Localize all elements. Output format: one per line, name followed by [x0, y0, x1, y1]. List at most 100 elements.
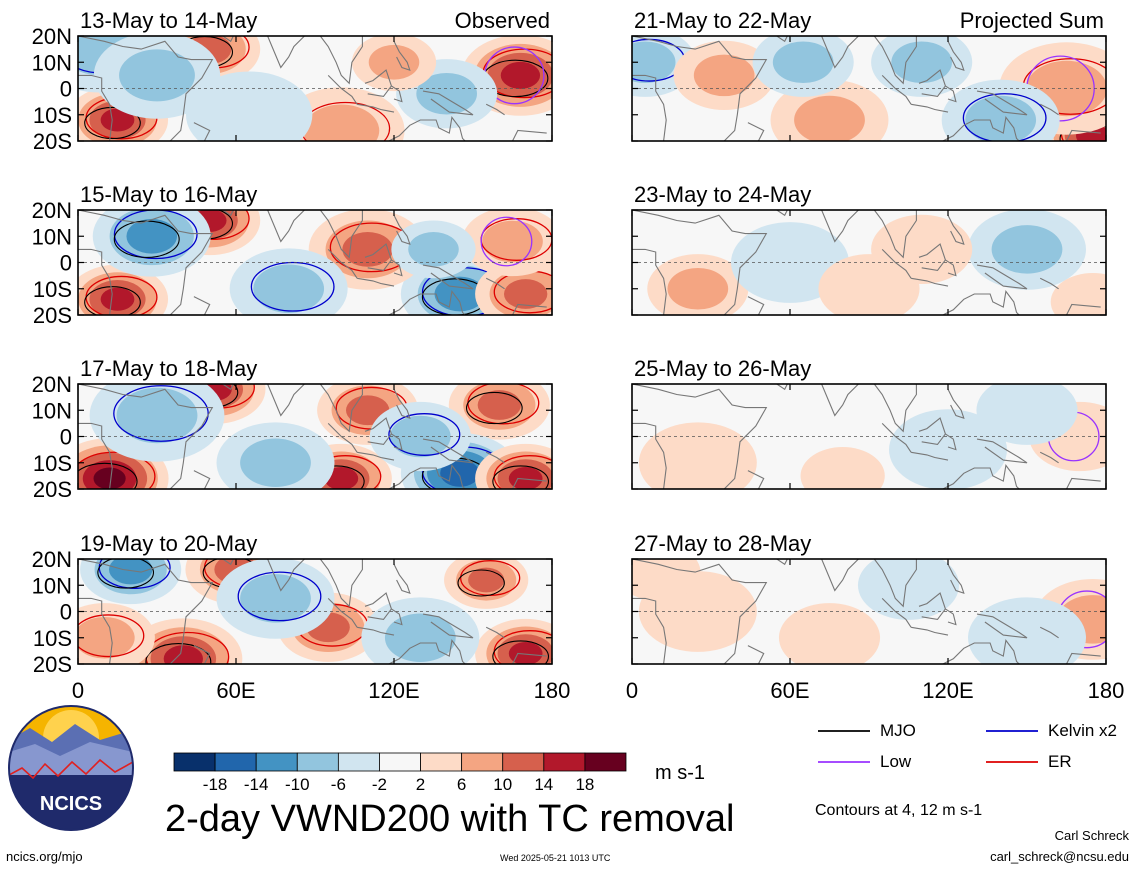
coastline — [422, 264, 474, 290]
coastline — [945, 433, 957, 451]
y-tick-label: 20N — [32, 198, 72, 223]
mjo-contour — [145, 643, 212, 664]
coastline — [393, 389, 411, 419]
coastline — [222, 36, 234, 43]
coastline — [193, 122, 211, 141]
coastline — [222, 210, 234, 217]
y-tick-label: 10S — [33, 626, 72, 651]
coastline — [485, 277, 505, 290]
coastline — [1039, 451, 1059, 464]
coastline — [947, 564, 965, 594]
coastline — [78, 74, 113, 141]
mjo-contour — [492, 465, 550, 489]
y-tick-label: 10N — [32, 224, 72, 249]
colorbar-swatch — [543, 752, 586, 772]
anomaly-blob — [1050, 273, 1106, 315]
anomaly-blob — [772, 41, 834, 84]
anomaly-blob — [116, 387, 198, 444]
coastline — [873, 559, 917, 608]
wave-contour — [250, 261, 335, 312]
anomaly-blob — [800, 447, 885, 489]
coastline — [357, 626, 395, 636]
coastlines — [78, 559, 547, 664]
anomaly-blob — [109, 559, 153, 585]
y-tick-label: 20S — [33, 652, 72, 677]
legend-label-low: Low — [880, 752, 912, 771]
coastline — [632, 559, 768, 664]
coastline — [911, 103, 949, 113]
coastline — [393, 41, 411, 71]
coastline — [941, 290, 1020, 315]
mjo-contour — [78, 462, 138, 489]
coastline — [632, 384, 768, 489]
field-layer — [638, 384, 1106, 489]
coastline — [387, 290, 466, 315]
anomaly-blob — [778, 603, 881, 664]
coastline — [918, 592, 947, 620]
anomaly-blob — [693, 54, 755, 97]
coastline — [881, 598, 912, 628]
coastline — [193, 470, 211, 489]
map-panel: 25-May to 26-May — [631, 356, 1107, 490]
anomaly-blob — [240, 574, 311, 623]
coastline — [632, 74, 667, 141]
y-tick-label: 0 — [60, 77, 72, 102]
map-panel: 27-May to 28-May 0 60E 120E 180 — [626, 531, 1124, 703]
wave-contour — [962, 93, 1047, 141]
x-tick-label: 180 — [534, 678, 571, 703]
wave-contour — [113, 210, 198, 260]
coastline — [327, 598, 358, 628]
coastline — [947, 389, 965, 419]
anomaly-blob — [889, 409, 1007, 489]
ncics-logo: NCICS — [8, 705, 134, 831]
colorbar-swatch — [255, 752, 298, 772]
coastline — [391, 85, 403, 103]
coastline — [918, 417, 947, 445]
contours-note: Contours at 4, 12 m s-1 — [815, 802, 983, 819]
colorbar-label: 2 — [416, 775, 425, 794]
footer-link: ncics.org/mjo — [6, 849, 83, 864]
coastline — [512, 303, 547, 315]
colorbar-swatch — [420, 752, 463, 772]
coastline — [747, 122, 765, 141]
x-tick-label: 60E — [770, 678, 809, 703]
wave-contour — [388, 413, 461, 456]
mjo-contour — [465, 391, 523, 425]
coastline — [78, 422, 113, 489]
anomaly-blob — [638, 422, 757, 489]
coastline — [512, 477, 547, 489]
y-tick-label: 0 — [60, 425, 72, 450]
legend-label-mjo: MJO — [880, 721, 916, 740]
coastline — [776, 384, 788, 391]
colorbar-swatch — [584, 752, 627, 772]
coastline — [805, 559, 860, 592]
anomaly-blob — [240, 438, 311, 488]
anomaly-blob — [100, 287, 135, 311]
panel-date-label: 15-May to 16-May — [80, 182, 257, 207]
coastline — [422, 438, 474, 464]
panel-date-label: 21-May to 22-May — [634, 8, 811, 33]
anomaly-blob — [976, 384, 1078, 445]
anomaly-blob — [434, 276, 486, 312]
coastline — [78, 248, 113, 315]
coastlines — [632, 36, 1101, 141]
coastline — [918, 69, 947, 97]
coastline — [387, 639, 466, 664]
coastline — [78, 36, 214, 141]
coastline — [364, 417, 393, 445]
logo-text: NCICS — [40, 793, 102, 815]
coastline — [947, 215, 965, 245]
y-tick-label: 10N — [32, 398, 72, 423]
y-tick-label: 10N — [32, 50, 72, 75]
field-layer — [78, 559, 552, 664]
coastline — [393, 564, 411, 594]
coastline — [319, 210, 363, 259]
colorbar-label: -18 — [203, 775, 228, 794]
anomaly-blob — [503, 279, 548, 309]
anomaly-blob — [857, 559, 960, 620]
coastline — [78, 597, 113, 664]
colorbar-swatch — [173, 752, 216, 772]
anomaly-blob — [482, 220, 543, 263]
mjo-contour — [457, 569, 505, 597]
